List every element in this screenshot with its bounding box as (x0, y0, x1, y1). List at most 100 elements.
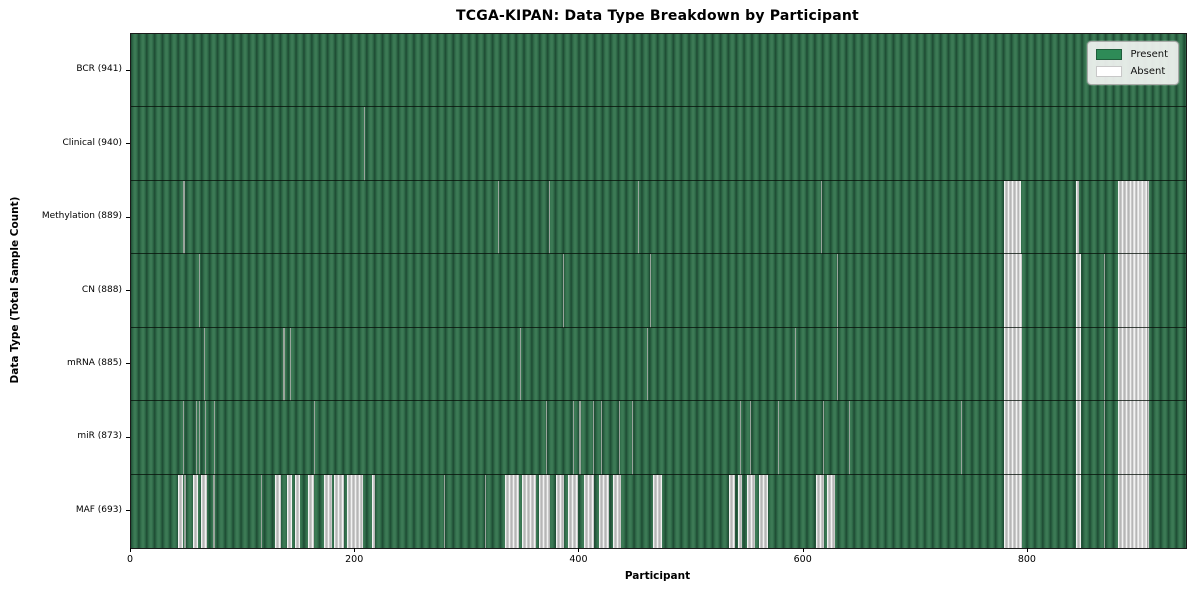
row-separator (131, 253, 1186, 255)
absent-stripe (1117, 180, 1149, 255)
absent-stripe (372, 474, 376, 548)
absent-stripe (579, 401, 581, 475)
absent-stripe (1076, 254, 1081, 328)
absent-stripe (816, 474, 824, 548)
absent-stripe (837, 327, 839, 402)
chart-title: TCGA-KIPAN: Data Type Breakdown by Parti… (456, 8, 859, 24)
absent-stripe (1117, 401, 1149, 475)
absent-stripe (820, 180, 822, 255)
absent-stripe (737, 474, 743, 548)
absent-stripe (837, 254, 839, 328)
absent-stripe (592, 401, 595, 475)
y-tick-label: CN (888) (81, 284, 122, 295)
absent-stripe (522, 474, 536, 548)
absent-stripe (1117, 474, 1149, 548)
absent-stripe (1076, 401, 1081, 475)
absent-stripe (294, 474, 301, 548)
absent-stripe (485, 474, 487, 548)
y-tick-mark (126, 216, 130, 218)
x-tick-mark (802, 548, 804, 552)
absent-stripe (1104, 254, 1106, 328)
y-tick-mark (126, 436, 130, 438)
y-tick-label: Methylation (889) (41, 211, 122, 222)
absent-stripe (728, 474, 736, 548)
absent-stripe (212, 474, 216, 548)
absent-stripe (1076, 474, 1081, 548)
row-BCR (131, 34, 1186, 107)
x-tick-mark (130, 548, 131, 552)
absent-stripe (549, 180, 551, 255)
absent-stripe (650, 254, 652, 328)
legend-item-present: Present (1096, 49, 1168, 60)
absent-stripe (308, 474, 314, 548)
y-tick-label: Clinical (940) (62, 137, 122, 148)
row-separator (131, 400, 1186, 402)
absent-stripe (497, 180, 499, 255)
row-separator (131, 326, 1186, 328)
legend-label: Absent (1130, 66, 1166, 77)
absent-stripe (1076, 327, 1081, 402)
plot-area: Present Absent (130, 33, 1187, 549)
absent-stripe (323, 474, 332, 548)
absent-stripe (261, 474, 263, 548)
absent-stripe (613, 474, 621, 548)
absent-stripe (632, 401, 634, 475)
row-separator (131, 473, 1186, 475)
absent-stripe (758, 474, 768, 548)
absent-stripe (1004, 401, 1023, 475)
legend-item-absent: Absent (1096, 66, 1168, 77)
x-tick-mark (1026, 548, 1028, 552)
absent-stripe (290, 327, 292, 402)
absent-stripe (364, 107, 366, 181)
absent-stripe (196, 401, 198, 475)
absent-stripe (443, 474, 445, 548)
absent-stripe (1104, 474, 1106, 548)
absent-stripe (746, 474, 756, 548)
absent-stripe (333, 474, 344, 548)
absent-stripe (739, 401, 741, 475)
absent-stripe (583, 474, 595, 548)
absent-stripe (192, 474, 199, 548)
x-tick-label: 200 (345, 554, 364, 565)
absent-stripe (794, 327, 796, 402)
absent-stripe (568, 474, 579, 548)
absent-stripe (178, 474, 183, 548)
absent-stripe (1004, 254, 1023, 328)
y-tick-mark (126, 510, 130, 512)
absent-stripe (1104, 327, 1106, 402)
present-swatch (1096, 49, 1123, 60)
absent-stripe (827, 474, 836, 548)
absent-stripe (203, 327, 205, 402)
row-MAF (131, 474, 1186, 548)
y-tick-label: MAF (693) (75, 504, 122, 515)
absent-stripe (572, 401, 574, 475)
absent-stripe (204, 401, 207, 475)
absent-stripe (562, 254, 564, 328)
row-CN (131, 254, 1186, 328)
row-Methylation (131, 180, 1186, 255)
x-tick-mark (578, 548, 580, 552)
absent-stripe (199, 401, 201, 475)
absent-stripe (749, 401, 751, 475)
absent-stripe (848, 401, 850, 475)
absent-stripe (313, 401, 315, 475)
absent-stripe (1117, 327, 1149, 402)
y-tick-mark (126, 290, 130, 291)
absent-stripe (505, 474, 519, 548)
y-tick-mark (126, 363, 130, 365)
absent-stripe (1104, 401, 1106, 475)
absent-stripe (347, 474, 364, 548)
row-mRNA (131, 327, 1186, 402)
absent-stripe (520, 327, 522, 402)
absent-stripe (213, 401, 216, 475)
absent-stripe (600, 401, 602, 475)
absent-swatch (1096, 66, 1123, 77)
absent-stripe (286, 474, 293, 548)
absent-stripe (598, 474, 609, 548)
y-tick-label: mRNA (885) (67, 357, 122, 368)
absent-stripe (545, 401, 547, 475)
x-axis-title: Participant (624, 570, 691, 582)
y-tick-label: miR (873) (77, 431, 122, 442)
row-separator (131, 179, 1186, 181)
